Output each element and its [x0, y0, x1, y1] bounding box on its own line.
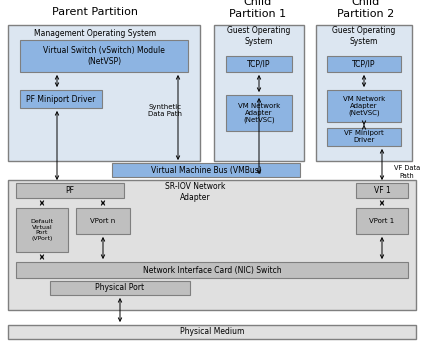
- Text: Virtual Machine Bus (VMBus): Virtual Machine Bus (VMBus): [151, 166, 261, 175]
- Text: Network Interface Card (NIC) Switch: Network Interface Card (NIC) Switch: [143, 265, 281, 274]
- Bar: [20, 40, 188, 72]
- Text: Child
Partition 1: Child Partition 1: [229, 0, 287, 19]
- Bar: [16, 262, 408, 278]
- Text: VF 1: VF 1: [374, 186, 391, 195]
- Text: VF Data
Path: VF Data Path: [394, 166, 420, 178]
- Text: Virtual Switch (vSwitch) Module
(NetVSP): Virtual Switch (vSwitch) Module (NetVSP): [43, 46, 165, 66]
- Text: Parent Partition: Parent Partition: [52, 7, 138, 17]
- Text: Child
Partition 2: Child Partition 2: [338, 0, 395, 19]
- Bar: [214, 25, 304, 161]
- Bar: [8, 325, 416, 339]
- Text: VPort n: VPort n: [90, 218, 116, 224]
- Bar: [16, 183, 124, 198]
- Bar: [112, 163, 300, 177]
- Bar: [20, 90, 102, 108]
- Text: Guest Operating
System: Guest Operating System: [332, 26, 396, 46]
- Bar: [327, 90, 401, 122]
- Text: PF: PF: [65, 186, 75, 195]
- Bar: [16, 208, 68, 252]
- Text: VPort 1: VPort 1: [369, 218, 395, 224]
- Bar: [316, 25, 412, 161]
- Bar: [226, 56, 292, 72]
- Text: Management Operating System: Management Operating System: [34, 28, 156, 37]
- Bar: [8, 25, 200, 161]
- Text: PF Miniport Driver: PF Miniport Driver: [26, 95, 96, 104]
- Text: VM Network
Adapter
(NetVSC): VM Network Adapter (NetVSC): [238, 103, 280, 123]
- Bar: [8, 180, 416, 310]
- Text: Synthetic
Data Path: Synthetic Data Path: [148, 104, 182, 117]
- Text: Physical Port: Physical Port: [95, 284, 145, 293]
- Text: TCP/IP: TCP/IP: [352, 59, 376, 69]
- Text: VM Network
Adapter
(NetVSC): VM Network Adapter (NetVSC): [343, 96, 385, 116]
- Text: SR-IOV Network
Adapter: SR-IOV Network Adapter: [165, 182, 225, 202]
- Text: TCP/IP: TCP/IP: [247, 59, 271, 69]
- Bar: [50, 281, 190, 295]
- Bar: [356, 183, 408, 198]
- Bar: [327, 128, 401, 146]
- Bar: [76, 208, 130, 234]
- Bar: [226, 95, 292, 131]
- Text: Guest Operating
System: Guest Operating System: [227, 26, 291, 46]
- Text: VF Miniport
Driver: VF Miniport Driver: [344, 130, 384, 143]
- Text: Default
Virtual
Port
(VPort): Default Virtual Port (VPort): [31, 219, 53, 241]
- Bar: [327, 56, 401, 72]
- Bar: [356, 208, 408, 234]
- Text: Physical Medium: Physical Medium: [180, 328, 244, 336]
